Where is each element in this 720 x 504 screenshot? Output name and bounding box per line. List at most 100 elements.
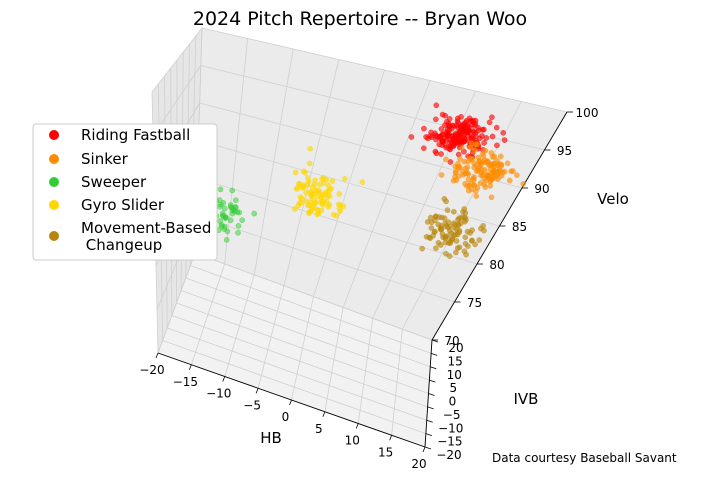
data-point xyxy=(436,240,441,245)
data-point xyxy=(338,203,343,208)
data-point xyxy=(459,145,464,150)
data-point xyxy=(494,174,499,179)
legend-marker-sinker xyxy=(49,154,59,164)
data-point xyxy=(312,182,317,187)
data-point xyxy=(439,172,444,177)
data-point xyxy=(308,146,313,151)
data-point xyxy=(469,141,474,146)
data-point xyxy=(451,209,456,214)
data-point xyxy=(233,205,238,210)
x-tick-mark xyxy=(290,400,292,405)
legend-label-changeup-line2: Changeup xyxy=(81,236,162,254)
data-point xyxy=(320,176,325,181)
data-point xyxy=(236,223,241,228)
data-point xyxy=(449,231,454,236)
data-point xyxy=(490,134,495,139)
x-tick-label: −15 xyxy=(173,375,198,389)
z-tick-label: 85 xyxy=(512,220,527,234)
x-tick-mark xyxy=(189,365,191,370)
legend-marker-riding-fastball xyxy=(49,130,59,140)
data-point xyxy=(467,116,472,121)
y-tick-mark xyxy=(429,394,435,396)
data-point xyxy=(456,165,461,170)
data-point xyxy=(489,115,494,120)
data-point xyxy=(228,218,233,223)
data-point xyxy=(472,148,477,153)
data-point xyxy=(421,126,426,131)
data-point xyxy=(521,181,526,186)
data-point xyxy=(439,226,444,231)
data-point xyxy=(482,140,487,145)
data-point xyxy=(457,156,462,161)
data-point xyxy=(476,128,481,133)
data-point xyxy=(427,133,432,138)
data-point xyxy=(470,129,475,134)
x-tick-label: 15 xyxy=(378,445,393,459)
data-point xyxy=(230,211,235,216)
x-tick-mark xyxy=(323,412,325,417)
z-tick-label: 90 xyxy=(534,182,549,196)
y-tick-mark xyxy=(428,407,434,409)
x-tick-label: 0 xyxy=(282,410,290,424)
data-point xyxy=(315,188,320,193)
data-point xyxy=(304,190,309,195)
data-point xyxy=(456,134,461,139)
x-tick-label: 5 xyxy=(315,422,323,436)
data-point xyxy=(507,178,512,183)
data-point xyxy=(439,126,444,131)
data-point xyxy=(477,237,482,242)
legend-marker-gyro-slider xyxy=(49,200,59,210)
data-point xyxy=(299,200,304,205)
data-point xyxy=(443,251,448,256)
data-point xyxy=(439,138,444,143)
data-point xyxy=(221,213,226,218)
data-point xyxy=(474,194,479,199)
data-point xyxy=(432,218,437,223)
data-point xyxy=(481,228,486,233)
data-credit: Data courtesy Baseball Savant xyxy=(492,451,677,465)
data-point xyxy=(240,218,245,223)
x-tick-mark xyxy=(356,424,358,429)
data-point xyxy=(463,235,468,240)
data-point xyxy=(461,139,466,144)
data-point xyxy=(425,219,430,224)
legend-label-riding-fastball: Riding Fastball xyxy=(81,126,190,144)
data-point xyxy=(320,192,325,197)
legend-label-gyro-slider: Gyro Slider xyxy=(81,196,165,214)
y-tick-label: −15 xyxy=(437,435,462,449)
data-point xyxy=(445,208,450,213)
data-point xyxy=(434,103,439,108)
data-point xyxy=(308,199,313,204)
legend-marker-changeup xyxy=(49,231,59,241)
data-point xyxy=(505,161,510,166)
data-point xyxy=(498,168,503,173)
x-tick-mark xyxy=(156,353,158,358)
y-tick-label: 0 xyxy=(449,395,457,409)
data-point xyxy=(498,154,503,159)
data-point xyxy=(327,202,332,207)
data-point xyxy=(219,224,224,229)
legend-marker-sweeper xyxy=(49,177,59,187)
data-point xyxy=(330,178,335,183)
x-tick-mark xyxy=(223,377,225,382)
data-point xyxy=(433,246,438,251)
data-point xyxy=(502,138,507,143)
data-point xyxy=(446,132,451,137)
data-point xyxy=(217,198,222,203)
data-point xyxy=(233,198,238,203)
data-point xyxy=(235,230,240,235)
data-point xyxy=(449,126,454,131)
x-tick-label: 10 xyxy=(345,434,360,448)
data-point xyxy=(310,204,315,209)
y-tick-mark xyxy=(426,434,432,436)
data-point xyxy=(338,209,343,214)
data-point xyxy=(469,156,474,161)
data-point xyxy=(436,222,441,227)
z-tick-label: 80 xyxy=(489,258,504,272)
data-point xyxy=(446,220,451,225)
x-tick-label: −5 xyxy=(243,398,261,412)
data-point xyxy=(301,184,306,189)
data-point xyxy=(480,151,485,156)
data-point xyxy=(218,187,223,192)
data-point xyxy=(230,188,235,193)
